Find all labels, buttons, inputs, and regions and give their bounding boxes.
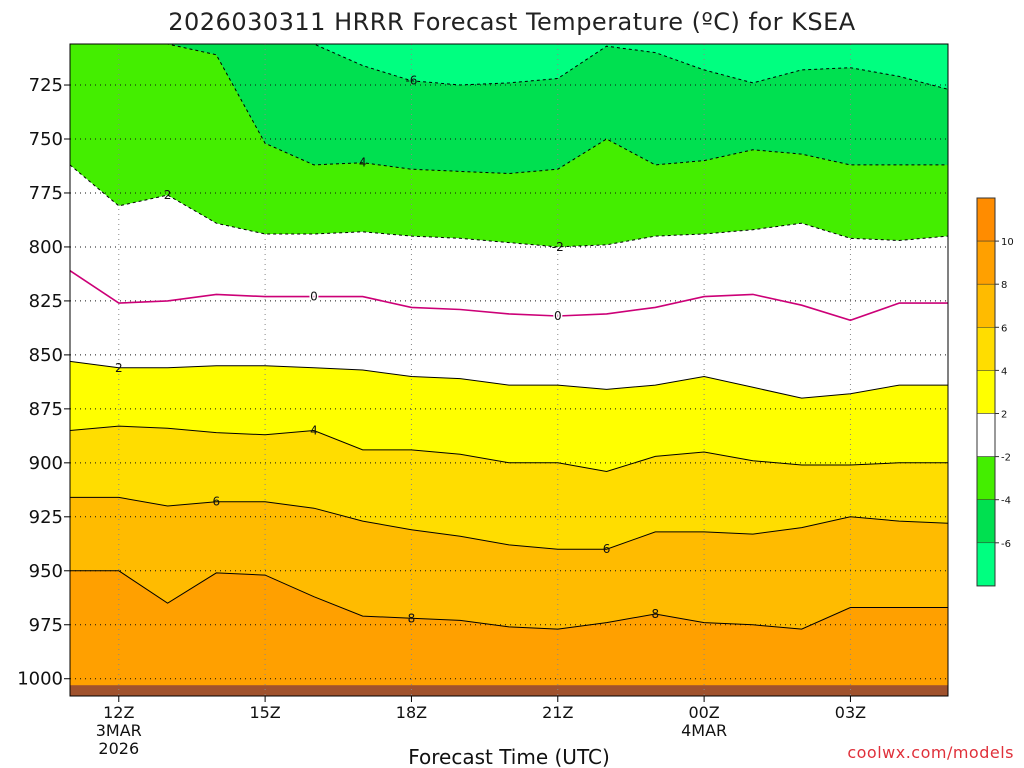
colorbar-label: 4 bbox=[1001, 366, 1007, 377]
x-tick-date-label: 4MAR bbox=[681, 721, 727, 740]
y-tick-label: 1000 bbox=[17, 669, 63, 690]
y-tick-label: 975 bbox=[29, 615, 63, 636]
band-2-4 bbox=[70, 361, 948, 472]
colorbar-label: -6 bbox=[1001, 539, 1011, 550]
x-tick-date-label: 3MAR bbox=[96, 721, 142, 740]
colorbar-swatch bbox=[976, 240, 996, 285]
band-8-10 bbox=[70, 570, 948, 696]
y-tick-label: 750 bbox=[29, 129, 63, 150]
band-4-6 bbox=[70, 426, 948, 550]
colorbar-frame bbox=[976, 197, 996, 587]
colorbar-swatch bbox=[976, 370, 996, 414]
band-6-8 bbox=[70, 497, 948, 630]
isotherm-label: 2 bbox=[164, 188, 172, 202]
x-tick-label: 15Z bbox=[249, 703, 280, 722]
colorbar-swatch bbox=[976, 327, 996, 371]
colorbar-legend: 10 8 6 4 2 -2 -4 -6 bbox=[976, 197, 1014, 587]
colorbar-label: 2 bbox=[1001, 410, 1007, 421]
colorbar-label: 6 bbox=[1001, 323, 1007, 334]
y-tick-label: 850 bbox=[29, 345, 63, 366]
isotherm-label: 0 bbox=[554, 309, 562, 323]
colorbar-swatch bbox=[976, 413, 996, 457]
y-tick-label: 775 bbox=[29, 183, 63, 204]
x-tick-date-label: 2026 bbox=[98, 739, 139, 758]
isotherm-label: 8 bbox=[652, 607, 660, 621]
band-m6-m4 bbox=[70, 44, 948, 174]
band-m2-2 bbox=[70, 164, 948, 399]
y-tick-label: 875 bbox=[29, 399, 63, 420]
chart-title: 2026030311 HRRR Forecast Temperature (ºC… bbox=[168, 8, 856, 36]
isotherm-line bbox=[70, 570, 948, 630]
x-tick-label: 18Z bbox=[396, 703, 427, 722]
colorbar-swatch bbox=[976, 499, 996, 544]
isotherm-line bbox=[69, 270, 948, 322]
x-axis-label: Forecast Time (UTC) bbox=[408, 745, 610, 768]
x-tick-label: 03Z bbox=[835, 703, 866, 722]
plot-frame bbox=[69, 43, 949, 697]
colorbar-label: 8 bbox=[1001, 280, 1007, 291]
y-axis: 725 750 775 800 825 850 875 900 925 950 975 1000 bbox=[17, 75, 70, 690]
y-tick-label: 800 bbox=[29, 237, 63, 258]
credit-text[interactable]: coolwx.com/models bbox=[847, 743, 1014, 762]
isotherm-label: 2 bbox=[115, 361, 123, 375]
x-tick-label: 00Z bbox=[688, 703, 719, 722]
isotherm-label: -2 bbox=[552, 240, 564, 254]
colorbar-label: -2 bbox=[1001, 453, 1011, 464]
x-tick-label: 21Z bbox=[542, 703, 573, 722]
isotherm-line bbox=[69, 164, 949, 248]
y-tick-label: 825 bbox=[29, 291, 63, 312]
y-tick-label: 900 bbox=[29, 453, 63, 474]
isotherm-line bbox=[70, 496, 949, 550]
isotherm-label: 8 bbox=[408, 611, 416, 625]
isotherm-label: 6 bbox=[213, 495, 221, 509]
colorbar-label: 10 bbox=[1001, 237, 1014, 248]
colorbar-label: -4 bbox=[1001, 496, 1011, 507]
isotherm-label: -6 bbox=[405, 74, 417, 88]
y-tick-label: 725 bbox=[29, 75, 63, 96]
colorbar-swatch bbox=[976, 456, 996, 500]
band-m4-m2 bbox=[70, 44, 948, 247]
isotherm-label: 6 bbox=[603, 542, 611, 556]
colorbar-swatch bbox=[976, 542, 996, 587]
colorbar-swatch bbox=[976, 283, 996, 328]
isotherm-line bbox=[69, 360, 948, 399]
y-tick-label: 950 bbox=[29, 561, 63, 582]
isotherm-label: 0 bbox=[310, 290, 318, 304]
x-tick-label: 12Z bbox=[103, 703, 134, 722]
colorbar-swatch bbox=[976, 197, 996, 242]
isotherm-line bbox=[69, 425, 948, 473]
plot-area: -6 4 2 -2 0 0 2 4 6 6 8 8 bbox=[69, 43, 949, 697]
isotherm-label: 4 bbox=[359, 156, 367, 170]
ground-strip bbox=[70, 685, 948, 696]
isotherm-label: 4 bbox=[310, 423, 318, 437]
y-tick-label: 925 bbox=[29, 507, 63, 528]
